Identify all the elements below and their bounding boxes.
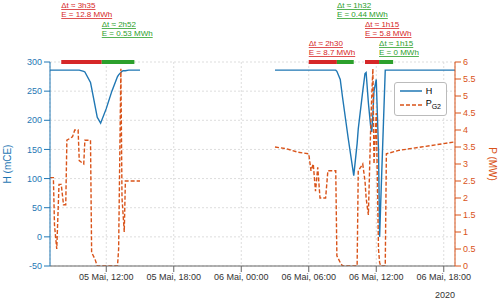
svg-text:0: 0 — [37, 232, 42, 242]
svg-text:5.5: 5.5 — [463, 74, 476, 84]
svg-text:E = 8.7 MWh: E = 8.7 MWh — [309, 48, 355, 57]
svg-text:1.5: 1.5 — [463, 210, 476, 220]
svg-text:P (MW): P (MW) — [487, 147, 492, 181]
svg-text:100: 100 — [27, 174, 42, 184]
svg-text:Δt ≈ 2h52: Δt ≈ 2h52 — [102, 20, 137, 29]
svg-text:0: 0 — [463, 261, 468, 271]
svg-text:3: 3 — [463, 159, 468, 169]
svg-text:06 Mai, 18:00: 06 Mai, 18:00 — [416, 272, 471, 282]
svg-text:E = 0.44 MWh: E = 0.44 MWh — [337, 10, 388, 19]
svg-text:4.5: 4.5 — [463, 108, 476, 118]
svg-text:2: 2 — [463, 193, 468, 203]
svg-text:Δt ≈ 3h35: Δt ≈ 3h35 — [61, 1, 96, 10]
svg-text:200: 200 — [27, 115, 42, 125]
svg-text:06 Mai, 00:00: 06 Mai, 00:00 — [214, 272, 269, 282]
html-text:H: H — [425, 86, 433, 96]
svg-text:6: 6 — [463, 57, 468, 67]
svg-text:E = 5.8 MWh: E = 5.8 MWh — [365, 29, 411, 38]
svg-text:2020: 2020 — [435, 290, 455, 300]
html-text:PG2: PG2 — [425, 98, 441, 110]
svg-text:Δt ≈ 1h15: Δt ≈ 1h15 — [365, 20, 400, 29]
svg-text:4: 4 — [463, 125, 468, 135]
svg-text:300: 300 — [27, 57, 42, 67]
svg-text:3.5: 3.5 — [463, 142, 476, 152]
svg-text:Δt ≈ 2h30: Δt ≈ 2h30 — [309, 39, 344, 48]
svg-text:05 Mai, 12:00: 05 Mai, 12:00 — [79, 272, 134, 282]
svg-text:150: 150 — [27, 145, 42, 155]
svg-text:06 Mai, 12:00: 06 Mai, 12:00 — [349, 272, 404, 282]
svg-text:06 Mai, 06:00: 06 Mai, 06:00 — [281, 272, 336, 282]
svg-text:-50: -50 — [29, 261, 42, 271]
svg-text:E = 0.53 MWh: E = 0.53 MWh — [102, 29, 153, 38]
svg-text:250: 250 — [27, 86, 42, 96]
svg-text:5: 5 — [463, 91, 468, 101]
svg-text:E = 12.8 MWh: E = 12.8 MWh — [61, 10, 112, 19]
svg-text:Δt ≈ 1h15: Δt ≈ 1h15 — [379, 39, 414, 48]
svg-text:Δt ≈ 1h32: Δt ≈ 1h32 — [337, 1, 372, 10]
svg-text:05 Mai, 18:00: 05 Mai, 18:00 — [146, 272, 201, 282]
svg-text:2.5: 2.5 — [463, 176, 476, 186]
svg-text:1: 1 — [463, 227, 468, 237]
svg-text:E = 0 MWh: E = 0 MWh — [379, 48, 419, 57]
svg-text:0.5: 0.5 — [463, 244, 476, 254]
svg-text:50: 50 — [32, 203, 42, 213]
svg-text:H (mCE): H (mCE) — [8, 145, 13, 184]
